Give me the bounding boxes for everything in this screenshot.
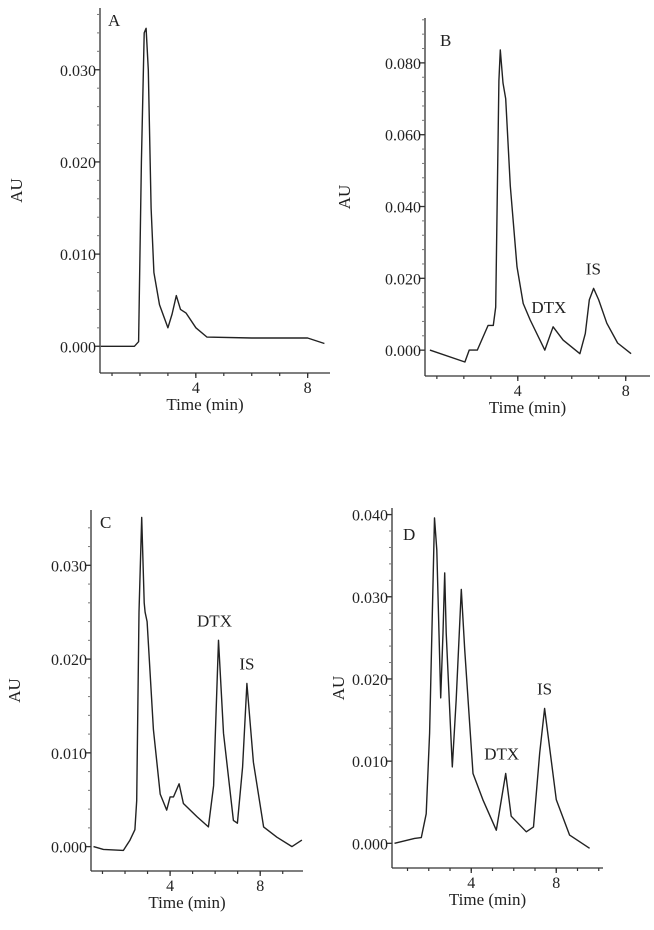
y-tick-label: 0.000: [51, 840, 87, 857]
panel-label: D: [403, 525, 415, 544]
x-tick-label: 8: [622, 383, 630, 400]
peak-label-dtx: DTX: [531, 298, 566, 317]
peak-label-is: IS: [586, 259, 601, 278]
x-axis-label: Time (min): [489, 398, 566, 417]
x-tick-label: 8: [256, 878, 264, 895]
panel-label: A: [108, 11, 121, 30]
y-tick-label: 0.040: [385, 200, 421, 217]
chromatogram-trace: [394, 517, 590, 849]
y-tick-label: 0.010: [60, 247, 96, 264]
peak-label-is: IS: [239, 654, 254, 673]
y-tick-label: 0.000: [60, 339, 96, 356]
y-axis-label: AU: [335, 185, 354, 210]
y-tick-label: 0.040: [352, 508, 388, 525]
y-tick-label: 0.080: [385, 56, 421, 73]
x-tick-label: 4: [192, 380, 200, 397]
y-axis-label: AU: [329, 676, 348, 701]
y-axis-label: AU: [7, 178, 26, 203]
x-tick-label: 4: [166, 878, 174, 895]
y-tick-label: 0.010: [51, 746, 87, 763]
chromatogram-trace: [93, 516, 303, 852]
chromatogram-trace: [100, 27, 325, 347]
panel-d: 4 8 0.000 0.010 0.020 0.030 0.040 Time (min) AU D…: [329, 508, 603, 909]
peak-label-is: IS: [537, 680, 552, 699]
x-tick-label: 8: [304, 380, 312, 397]
panel-c: 4 8 0.000 0.010 0.020 0.030 Time (min) AU C DTX IS: [5, 510, 303, 912]
y-tick-label: 0.030: [51, 558, 87, 575]
peak-label-dtx: DTX: [197, 611, 232, 630]
y-tick-label: 0.020: [51, 652, 87, 669]
x-tick-label: 4: [467, 875, 475, 892]
panel-label: B: [440, 31, 451, 50]
y-tick-label: 0.000: [385, 343, 421, 360]
panel-label: C: [100, 513, 111, 532]
y-tick-label: 0.020: [385, 271, 421, 288]
y-tick-label: 0.000: [352, 836, 388, 853]
y-tick-label: 0.060: [385, 128, 421, 145]
chromatogram-trace: [429, 49, 632, 363]
peak-label-dtx: DTX: [484, 744, 519, 763]
x-tick-label: 4: [514, 383, 522, 400]
x-axis-label: Time (min): [148, 893, 225, 912]
x-axis-label: Time (min): [449, 890, 526, 909]
y-tick-label: 0.010: [352, 754, 388, 771]
panel-b: 4 8 0.000 0.020 0.040 0.060 0.080 Time (min) AU B…: [335, 18, 650, 417]
y-tick-label: 0.030: [352, 590, 388, 607]
y-axis-label: AU: [5, 678, 24, 703]
x-tick-label: 8: [552, 875, 560, 892]
y-tick-label: 0.020: [352, 672, 388, 689]
y-tick-label: 0.020: [60, 155, 96, 172]
y-tick-label: 0.030: [60, 63, 96, 80]
panel-a: 4 8 0.000 0.010 0.020 0.030 Time (min) AU A: [7, 8, 330, 414]
x-axis-label: Time (min): [166, 395, 243, 414]
